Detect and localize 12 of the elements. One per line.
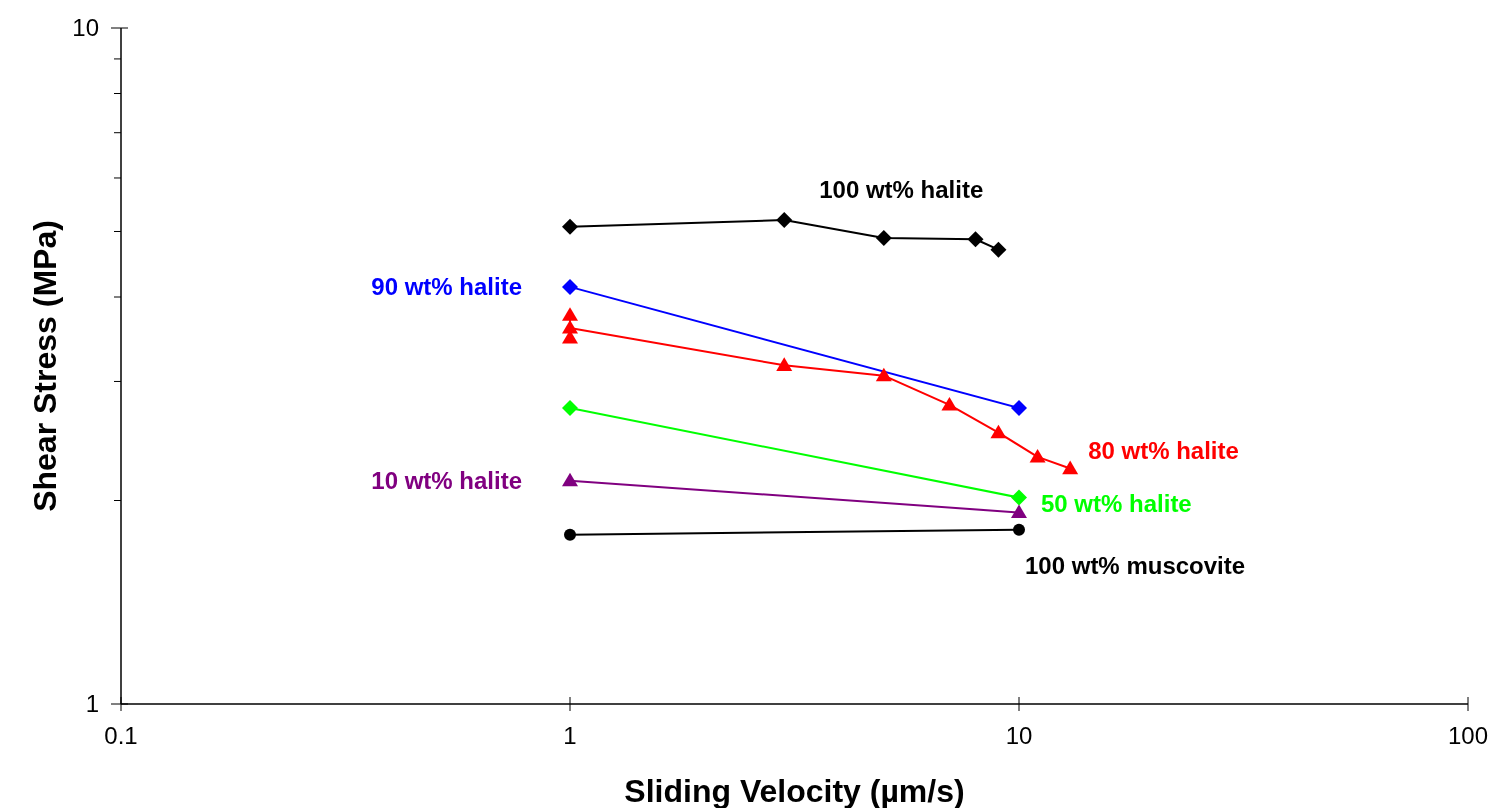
series-label: 10 wt% halite — [371, 466, 522, 494]
x-axis-title: Sliding Velocity (µm/s) — [624, 773, 965, 808]
series-label: 50 wt% halite — [1041, 489, 1192, 517]
x-tick-label: 10 — [1005, 722, 1033, 749]
series-label: 100 wt% muscovite — [1025, 551, 1246, 579]
x-tick-label: 0.1 — [104, 722, 138, 749]
series-label: 90 wt% halite — [371, 272, 522, 300]
x-tick-label: 100 — [1447, 722, 1489, 749]
y-axis-title: Shear Stress (MPa) — [27, 220, 63, 512]
series-label: 80 wt% halite — [1088, 436, 1239, 464]
series-label: 100 wt% halite — [819, 175, 984, 203]
x-tick-label: 1 — [563, 722, 577, 749]
